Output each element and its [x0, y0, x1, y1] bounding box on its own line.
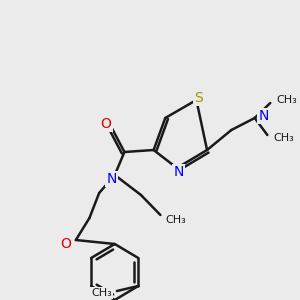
Text: CH₃: CH₃ [273, 133, 294, 143]
Text: CH₃: CH₃ [165, 215, 186, 225]
Text: N: N [174, 165, 184, 179]
Text: S: S [194, 91, 203, 105]
Text: N: N [259, 109, 269, 123]
Text: N: N [106, 172, 117, 186]
Text: CH₃: CH₃ [91, 288, 112, 298]
Text: O: O [60, 237, 71, 251]
Text: O: O [100, 117, 111, 131]
Text: CH₃: CH₃ [276, 95, 297, 105]
